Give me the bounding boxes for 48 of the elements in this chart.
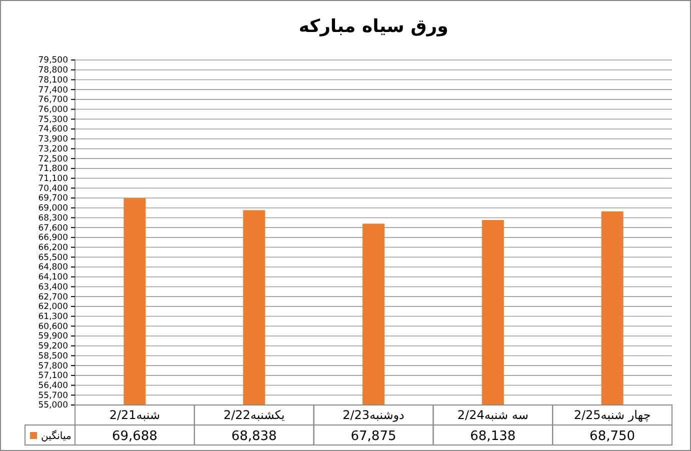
y-tick-label: 62,700 (38, 292, 68, 302)
data-label: 68,138 (470, 429, 516, 444)
chart-title: ورق سیاه مبارکه (298, 16, 448, 37)
y-tick-label: 58,500 (38, 351, 68, 362)
y-tick-label: 71,100 (38, 174, 68, 184)
y-tick-label: 67,600 (38, 223, 68, 234)
y-tick-label: 68,300 (38, 213, 68, 224)
data-label: 69,688 (112, 429, 158, 444)
y-tick-label: 64,100 (38, 272, 68, 283)
y-tick-label: 73,200 (38, 144, 68, 154)
x-tick-label: دوشنبه2/23 (342, 408, 404, 422)
y-tick-label: 59,200 (38, 342, 68, 352)
x-tick-label: یکشنبه2/22 (223, 408, 285, 422)
y-tick-label: 55,000 (38, 400, 68, 411)
y-tick-label: 64,800 (38, 262, 68, 273)
y-tick-label: 66,200 (38, 243, 68, 254)
y-tick-label: 74,600 (38, 124, 68, 135)
x-tick-label: سه شنبه2/24 (457, 408, 528, 422)
y-tick-label: 78,800 (38, 66, 68, 76)
y-tick-label: 55,700 (38, 390, 68, 401)
x-tick-label: چهار شنبه2/25 (574, 408, 651, 422)
data-label: 67,875 (350, 429, 396, 444)
legend-label: میانگین (41, 430, 72, 442)
y-tick-label: 62,000 (38, 302, 68, 312)
y-tick-label: 73,900 (38, 134, 68, 145)
x-tick-label: شنبه2/21 (109, 408, 160, 422)
y-tick-label: 76,000 (38, 105, 68, 116)
y-tick-label: 72,500 (38, 154, 68, 164)
y-tick-label: 69,000 (38, 204, 68, 214)
y-tick-label: 65,500 (38, 252, 68, 263)
y-tick-label: 77,400 (38, 85, 68, 96)
y-tick-label: 61,300 (38, 312, 68, 322)
y-tick-label: 70,400 (38, 184, 68, 194)
y-tick-label: 71,800 (38, 164, 68, 174)
data-label: 68,750 (590, 429, 636, 444)
y-tick-label: 79,500 (38, 56, 68, 66)
y-tick-label: 63,400 (38, 282, 68, 292)
y-tick-label: 76,700 (38, 95, 68, 106)
y-tick-label: 75,300 (38, 114, 68, 125)
y-tick-label: 56,400 (38, 381, 68, 392)
data-label: 68,838 (231, 429, 277, 444)
y-tick-label: 59,900 (38, 332, 68, 342)
y-tick-label: 57,100 (38, 371, 68, 382)
y-tick-label: 60,600 (38, 322, 68, 332)
y-tick-label: 57,800 (38, 361, 68, 372)
y-tick-label: 66,900 (38, 233, 68, 244)
y-tick-label: 69,700 (38, 194, 68, 204)
y-tick-label: 78,100 (38, 75, 68, 86)
